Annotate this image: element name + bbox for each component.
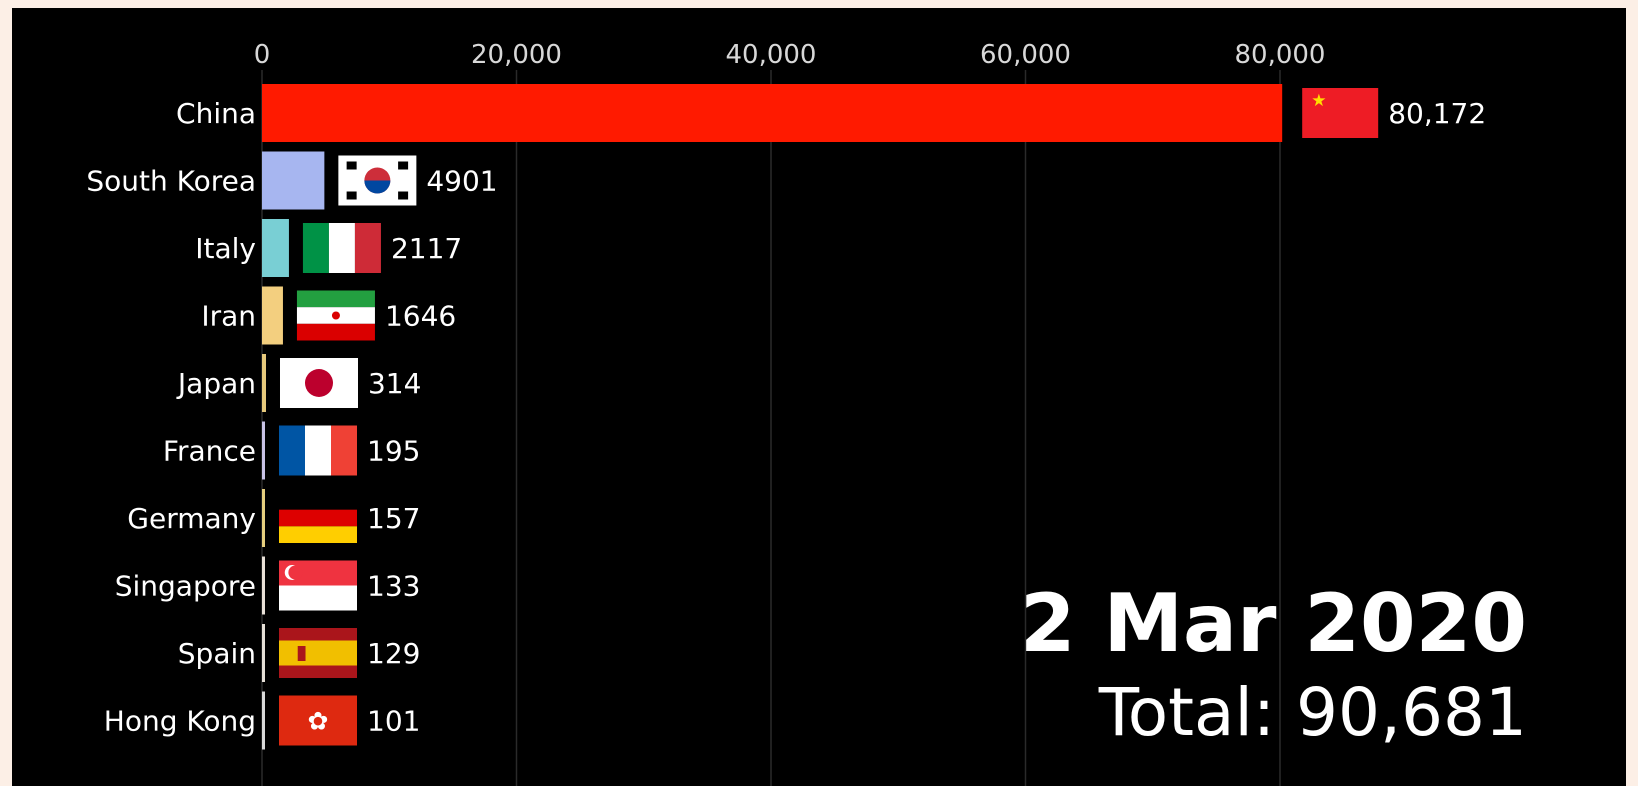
bar xyxy=(262,84,1283,142)
flag-part xyxy=(305,425,331,476)
flag-part xyxy=(1302,88,1379,138)
x-tick-label: 80,000 xyxy=(1235,40,1326,70)
flag-part xyxy=(354,223,381,273)
total-label: Total: 90,681 xyxy=(1098,674,1527,751)
x-tick-label: 40,000 xyxy=(726,40,817,70)
flag-part xyxy=(296,323,375,341)
category-label: Japan xyxy=(176,367,256,400)
italy-flag xyxy=(302,223,381,273)
category-label: Iran xyxy=(201,300,256,333)
category-labels: China South Korea Italy Iran Japan France Germ… xyxy=(86,97,256,738)
spain-flag xyxy=(279,628,357,678)
flag-part xyxy=(279,628,357,641)
trigram xyxy=(346,191,357,200)
bauhinia-icon: ✿ xyxy=(308,707,329,736)
flag-part xyxy=(296,290,375,308)
hong-kong-flag: ✿ xyxy=(279,695,357,746)
bar xyxy=(262,489,265,547)
x-tick-label: 20,000 xyxy=(471,40,562,70)
trigram xyxy=(398,161,409,170)
flag-part xyxy=(279,493,357,510)
value-labels: 80,172 4901 2117 1646 314 195 157 133 129 101 xyxy=(367,97,1486,738)
coat-of-arms xyxy=(297,646,306,661)
value-label: 2117 xyxy=(391,232,462,265)
category-label: China xyxy=(176,97,256,130)
trigram xyxy=(398,191,409,200)
value-label: 157 xyxy=(367,502,420,535)
south-korea-flag xyxy=(338,155,417,206)
bar xyxy=(262,691,265,750)
value-label: 101 xyxy=(367,705,420,738)
bar xyxy=(262,624,265,682)
iran-flag xyxy=(296,290,375,341)
bar-chart: 0 20,000 40,000 60,000 80,000 China South Kor… xyxy=(86,40,1527,786)
category-label: Spain xyxy=(178,637,256,670)
flag-part xyxy=(328,223,355,273)
flag-part xyxy=(279,665,357,678)
emblem xyxy=(331,311,340,320)
category-label: Hong Kong xyxy=(104,705,256,738)
flag-part xyxy=(279,425,305,476)
flag-part xyxy=(279,640,357,666)
value-label: 314 xyxy=(368,367,421,400)
category-label: Germany xyxy=(127,502,256,535)
singapore-flag xyxy=(279,560,357,611)
category-label: France xyxy=(163,435,256,468)
value-label: 133 xyxy=(367,570,420,603)
bar xyxy=(262,421,265,480)
bar xyxy=(262,151,325,210)
sun-disc xyxy=(304,369,333,397)
x-axis-ticks: 0 20,000 40,000 60,000 80,000 xyxy=(254,40,1326,70)
germany-flag xyxy=(279,493,357,543)
crescent-cut xyxy=(288,565,303,580)
star-icon: ★ xyxy=(1311,91,1326,111)
bars xyxy=(262,84,1283,750)
china-flag: ★ xyxy=(1302,88,1379,138)
value-label: 80,172 xyxy=(1388,97,1486,130)
bar xyxy=(262,286,283,345)
x-tick-label: 60,000 xyxy=(980,40,1071,70)
france-flag xyxy=(279,425,357,476)
flags: ★✿ xyxy=(279,88,1379,746)
category-label: Italy xyxy=(195,232,256,265)
date-label: 2 Mar 2020 xyxy=(1020,577,1527,670)
value-label: 195 xyxy=(367,435,420,468)
x-tick-label: 0 xyxy=(254,40,271,70)
flag-part xyxy=(279,695,357,746)
category-label: South Korea xyxy=(86,165,256,198)
flag-part xyxy=(279,585,357,611)
taegeuk-bottom xyxy=(364,180,391,194)
bar xyxy=(262,556,265,615)
japan-flag xyxy=(279,358,358,408)
value-label: 129 xyxy=(367,637,420,670)
value-label: 1646 xyxy=(385,300,456,333)
flag-part xyxy=(279,526,357,543)
chart-frame: 0 20,000 40,000 60,000 80,000 China South Kor… xyxy=(12,8,1626,786)
bar xyxy=(262,354,266,412)
category-label: Singapore xyxy=(115,570,256,603)
trigram xyxy=(346,161,357,170)
flag-part xyxy=(279,509,357,527)
value-label: 4901 xyxy=(426,165,497,198)
bar xyxy=(262,219,289,277)
flag-part xyxy=(302,223,329,273)
flag-part xyxy=(331,425,357,476)
